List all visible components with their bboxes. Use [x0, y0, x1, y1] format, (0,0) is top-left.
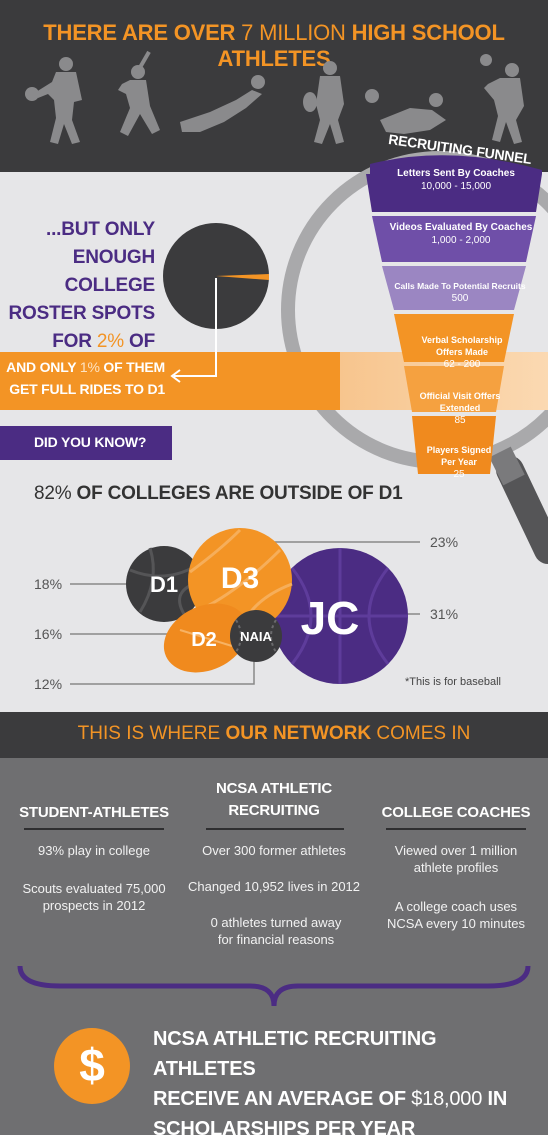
d3-label: D3 [221, 562, 259, 595]
scholarship-line2-c: IN [487, 1088, 508, 1110]
d2-pct: 16% [34, 626, 63, 642]
college-coaches-item-1: Viewed over 1 million athlete profiles [394, 843, 518, 875]
header-title: THERE ARE OVER 7 MILLION HIGH SCHOOL ATH… [0, 20, 548, 72]
funnel-stage-5 [404, 366, 504, 412]
d3-pct: 23% [430, 534, 459, 550]
full-ride-line1-c: OF THEM [103, 359, 165, 375]
jc-pct: 31% [430, 606, 459, 622]
full-ride-line1: AND ONLY 1% OF THEM [0, 356, 165, 378]
scholarship-line2-a: RECEIVE AN AVERAGE OF [153, 1088, 406, 1110]
funnel-label-4: Verbal Scholarship Offers Made 62 - 200 [410, 334, 514, 371]
funnel-stage-3-label: Calls Made To Potential Recruits [394, 281, 526, 291]
naia-pct: 12% [34, 676, 63, 692]
roster-line4-a: FOR [52, 331, 92, 352]
pointer-arrow-icon [170, 278, 217, 383]
roster-pie-icon [163, 223, 269, 329]
student-athletes-rule [24, 828, 164, 830]
network-title: THIS IS WHERE OUR NETWORK COMES IN [0, 723, 548, 745]
funnel-label-2: Videos Evaluated By Coaches 1,000 - 2,00… [376, 222, 546, 247]
header-title-part3: HIGH SCHOOL ATHLETES [217, 20, 505, 71]
did-you-know-banner: DID YOU KNOW? [0, 426, 172, 460]
ncsa-heading-line2: RECRUITING [228, 802, 320, 819]
roster-line3: ROSTER SPOTS [8, 303, 156, 324]
ncsa-item-2: Changed 10,952 lives in 2012 [187, 879, 361, 894]
dollar-icon: $ [54, 1028, 130, 1104]
header-title-part1: THERE ARE OVER [43, 20, 236, 45]
ncsa-item-1: Over 300 former athletes [202, 843, 346, 858]
college-coaches-heading: COLLEGE COACHES [381, 804, 531, 821]
colleges-text: OF COLLEGES ARE OUTSIDE OF D1 [76, 483, 403, 504]
naia-ball-icon [230, 610, 282, 662]
scholarship-amount: $18,000 [411, 1088, 483, 1110]
roster-line4-pct: 2% [96, 331, 124, 352]
roster-line2: ENOUGH COLLEGE [64, 247, 156, 296]
ncsa-heading-line1: NCSA ATHLETIC [215, 780, 332, 797]
college-coaches-rule [386, 828, 526, 830]
did-you-know-label: DID YOU KNOW? [34, 434, 147, 450]
student-athletes-item-2: Scouts evaluated 75,000 prospects in 201… [22, 881, 166, 913]
naia-label: NAIA [240, 629, 272, 644]
jc-ball-icon [272, 548, 408, 684]
full-ride-pct: 1% [79, 359, 100, 375]
funnel-stage-4-value: 62 - 200 [443, 359, 481, 370]
network-title-c: COMES IN [376, 723, 471, 744]
funnel-stage-1-label: Letters Sent By Coaches [397, 168, 515, 179]
network-band [0, 712, 548, 758]
scholarship-line3: SCHOLARSHIPS PER YEAR [153, 1118, 416, 1135]
funnel-stage-2 [372, 216, 536, 262]
d2-ball-icon [163, 603, 249, 673]
jc-label: JC [301, 592, 360, 644]
roster-statement: ...BUT ONLY ENOUGH COLLEGE ROSTER SPOTS … [0, 216, 156, 384]
college-coaches-item-2: A college coach uses NCSA every 10 minut… [386, 899, 525, 931]
header-title-number: 7 MILLION [241, 20, 346, 45]
funnel-stage-6-label: Players Signed Per Year [426, 445, 492, 467]
baseball-note: *This is for baseball [405, 676, 501, 688]
funnel-stage-5-value: 85 [454, 415, 466, 426]
full-ride-statement: AND ONLY 1% OF THEM GET FULL RIDES TO D1 [0, 356, 165, 400]
student-athletes-item-1: 93% play in college [37, 843, 151, 858]
ncsa-heading: NCSA ATHLETIC RECRUITING [194, 778, 354, 822]
funnel-stage-2-label: Videos Evaluated By Coaches [389, 222, 533, 233]
funnel-stage-1 [366, 174, 542, 212]
funnel-label-3: Calls Made To Potential Recruits 500 [384, 280, 536, 305]
colleges-statement: 82% OF COLLEGES ARE OUTSIDE OF D1 [34, 483, 403, 505]
ncsa-item-3: 0 athletes turned away for financial rea… [210, 915, 342, 947]
scholarship-line1: NCSA ATHLETIC RECRUITING ATHLETES [153, 1028, 437, 1080]
funnel-label-6: Players Signed Per Year 25 [420, 444, 498, 481]
funnel-stage-4-label: Verbal Scholarship Offers Made [421, 335, 503, 357]
d2-label: D2 [191, 629, 217, 651]
student-athletes-heading: STUDENT-ATHLETES [19, 804, 169, 821]
funnel-stage-4 [394, 314, 514, 362]
roster-line1: ...BUT ONLY [46, 219, 155, 240]
athlete-silhouettes-icon [25, 50, 524, 144]
network-title-b: OUR NETWORK [225, 723, 372, 744]
funnel-label-5: Official Visit Offers Extended 85 [418, 390, 502, 427]
funnel-stage-3-value: 500 [451, 293, 469, 304]
funnel-stage-1-value: 10,000 - 15,000 [420, 181, 492, 192]
recruiting-funnel [366, 155, 542, 474]
d1-label: D1 [150, 572, 178, 597]
header-band [0, 0, 548, 172]
ncsa-rule [206, 828, 344, 830]
d1-pct: 18% [34, 576, 63, 592]
curly-brace-icon [17, 965, 531, 1007]
funnel-stage-3 [382, 266, 526, 310]
funnel-stage-2-value: 1,000 - 2,000 [431, 235, 491, 246]
full-ride-line2: GET FULL RIDES TO D1 [9, 381, 165, 397]
funnel-stage-6-value: 25 [453, 469, 465, 480]
scholarship-line2: RECEIVE AN AVERAGE OF $18,000 IN [153, 1084, 533, 1114]
scholarship-statement: NCSA ATHLETIC RECRUITING ATHLETES RECEIV… [153, 1024, 533, 1135]
funnel-label-1: Letters Sent By Coaches 10,000 - 15,000 [370, 168, 542, 193]
division-balls: D1 D3 D2 NAIA JC [70, 528, 420, 685]
network-title-a: THIS IS WHERE [77, 723, 221, 744]
colleges-pct: 82% [34, 483, 72, 504]
funnel-stage-6 [412, 416, 496, 474]
dollar-symbol: $ [79, 1039, 105, 1091]
funnel-stage-5-label: Official Visit Offers Extended [419, 391, 501, 413]
full-ride-line1-a: AND ONLY [6, 359, 77, 375]
